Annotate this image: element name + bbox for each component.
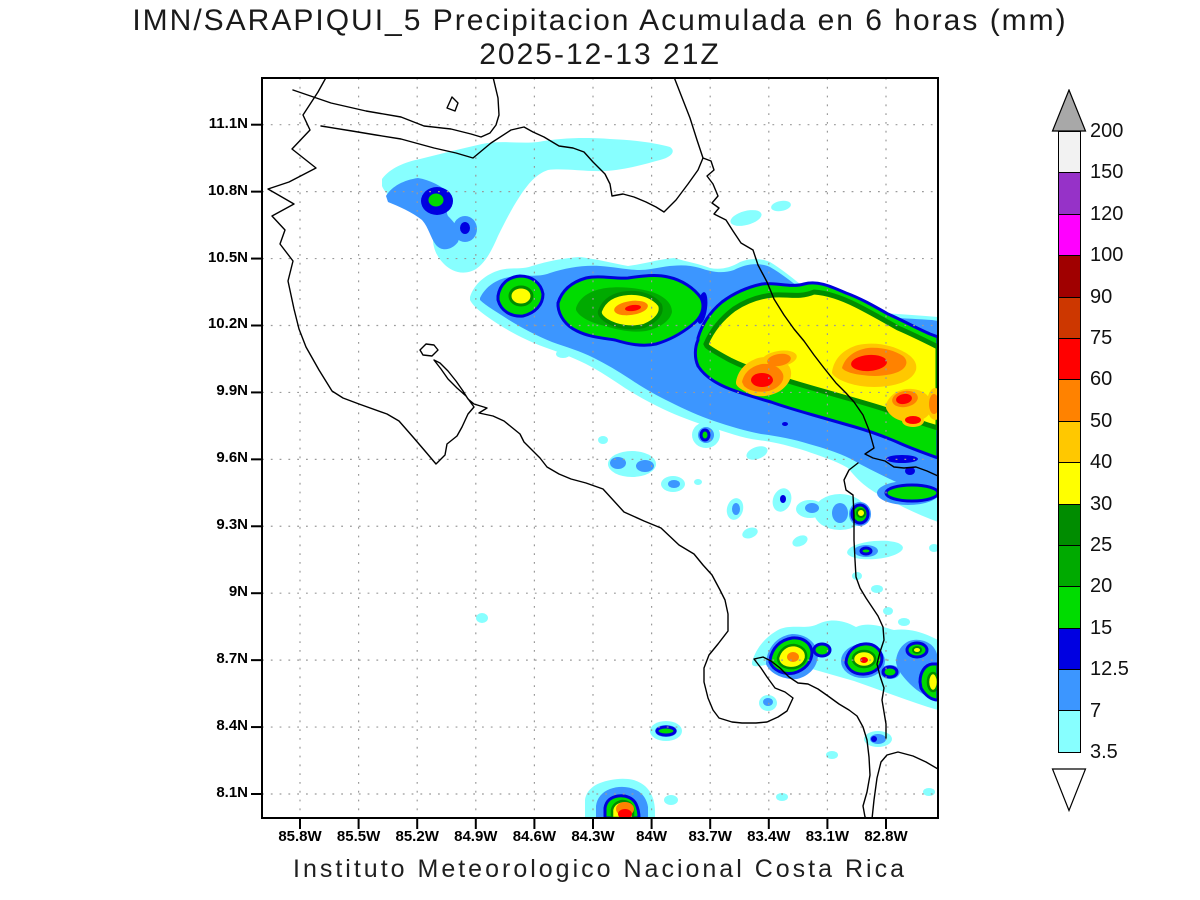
colorbar-level-label: 90 [1090, 285, 1113, 308]
precip-shaded-field [382, 138, 938, 818]
lat-tick-label: 10.2N [207, 315, 248, 333]
colorbar-level-label: 25 [1090, 534, 1113, 556]
colorbar-segment-50-60 [1058, 379, 1081, 422]
lat-tick-label: 9.6N [216, 449, 248, 467]
colorbar-segment-90-100 [1058, 255, 1081, 298]
lat-tick-label: 9.3N [216, 516, 248, 534]
precip-level-red [618, 304, 921, 818]
chira-island [419, 343, 439, 357]
colorbar-segment-150-200 [1058, 131, 1081, 174]
colorbar-segment-3.5-7 [1058, 710, 1081, 753]
lake-island [446, 96, 459, 112]
colorbar-level-label: 50 [1090, 409, 1113, 432]
colorbar-segment-12.5-15 [1058, 627, 1081, 671]
colorbar-segment-20-25 [1058, 544, 1081, 588]
colorbar-level-label: 200 [1090, 120, 1124, 142]
colorbar-level-label: 12.5 [1090, 658, 1129, 681]
lon-tick-label: 82.8W [864, 828, 908, 845]
lat-tick-label: 8.4N [216, 717, 248, 735]
colorbar-segment-15-20 [1058, 586, 1081, 629]
pacific-coast [267, 78, 938, 818]
colorbar-level-label: 3.5 [1090, 741, 1118, 763]
colorbar-level-label: 20 [1090, 575, 1113, 598]
colorbar-level-label: 75 [1090, 327, 1113, 349]
nicaragua-border [320, 125, 704, 213]
colorbar-level-label: 15 [1090, 616, 1113, 639]
coastline [267, 78, 938, 818]
colorbar-level-label: 150 [1090, 161, 1124, 184]
lon-tick-label: 83.7W [688, 828, 732, 845]
colorbar-level-label: 40 [1090, 451, 1113, 474]
colorbar-arrow-over [1051, 89, 1087, 132]
lon-tick-label: 84W [636, 828, 668, 845]
lake-nicaragua-shore [292, 78, 500, 138]
lon-tick-label: 83.1W [805, 828, 850, 845]
page-title: IMN/SARAPIQUI_5 Precipitacion Acumulada … [132, 4, 1068, 37]
lat-tick-label: 9N [228, 583, 248, 601]
lat-tick-label: 10.8N [207, 181, 248, 199]
caribbean-coast [673, 78, 938, 477]
colorbar-level-label: 120 [1090, 202, 1124, 225]
lon-tick-label: 85.8W [278, 828, 322, 845]
lat-tick-label: 10.5N [207, 248, 248, 266]
axis-ticks [251, 123, 887, 829]
map-area [251, 77, 939, 829]
colorbar-segment-75-90 [1058, 296, 1081, 339]
lon-tick-label: 84.6W [512, 828, 557, 845]
colorbar-segment-60-75 [1058, 337, 1081, 381]
footer-credit: Instituto Meteorologico Nacional Costa R… [293, 855, 907, 883]
colorbar-level-label: 60 [1090, 368, 1113, 391]
colorbar-segments [1058, 131, 1081, 753]
grid-layer [262, 78, 938, 818]
colorbar-arrow-under [1051, 768, 1087, 812]
colorbar-segment-30-40 [1058, 462, 1081, 505]
colorbar-segment-25-30 [1058, 503, 1081, 546]
lon-tick-label: 85.5W [336, 828, 381, 845]
lat-tick-label: 9.9N [216, 382, 248, 400]
lat-tick-label: 8.7N [216, 650, 248, 668]
lon-tick-label: 84.9W [454, 828, 498, 845]
panama-border [843, 462, 887, 739]
lon-tick-label: 85.2W [395, 828, 439, 845]
lat-tick-label: 8.1N [216, 784, 248, 801]
colorbar-level-label: 100 [1090, 244, 1124, 267]
colorbar-level-label: 7 [1090, 699, 1102, 722]
lon-tick-label: 83.4W [747, 828, 791, 845]
colorbar-segment-40-50 [1058, 420, 1081, 464]
colorbar: 200 150 120 100 90 75 60 50 40 30 25 20 15 12.5 7 3.5 [1047, 89, 1200, 829]
colorbar-level-label: 30 [1090, 492, 1113, 515]
colorbar-segment-7-12.5 [1058, 669, 1081, 712]
page-subtitle-datetime: 2025-12-13 21Z [479, 38, 721, 71]
colorbar-segment-120-150 [1058, 172, 1081, 215]
lon-tick-label: 84.3W [571, 828, 615, 845]
plot-frame [261, 77, 939, 819]
colorbar-segment-100-120 [1058, 213, 1081, 257]
lat-tick-label: 11.1N [208, 114, 248, 132]
